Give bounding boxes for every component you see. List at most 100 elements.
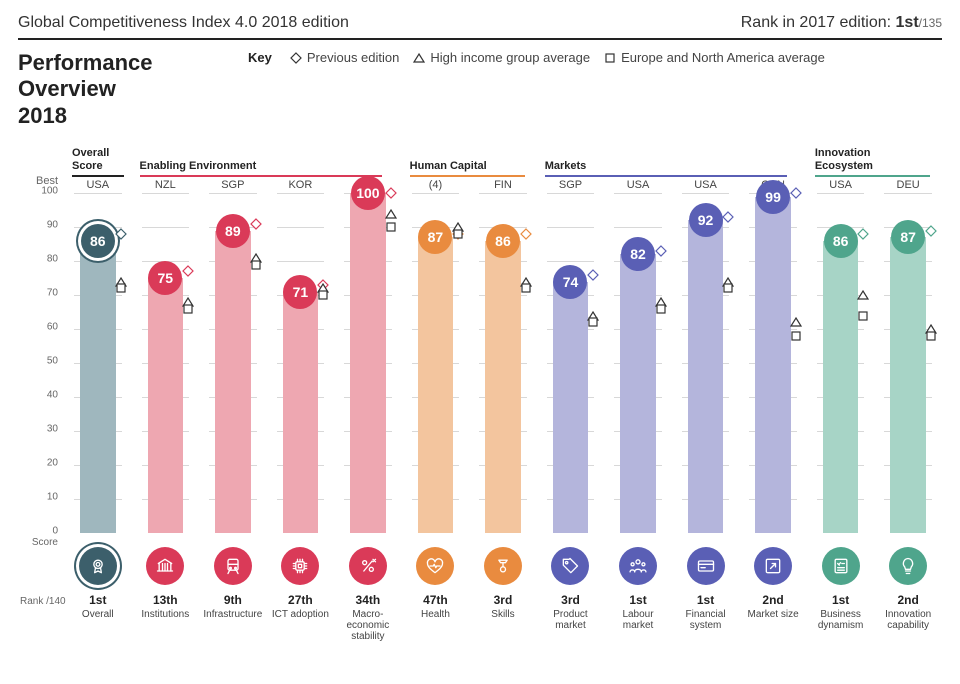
people-icon xyxy=(619,547,657,585)
rank-value: 9th xyxy=(201,593,265,607)
card-icon xyxy=(687,547,725,585)
icon-row xyxy=(809,547,873,585)
bar-track: 86 xyxy=(817,193,865,533)
axis-tick: 30 xyxy=(47,424,58,435)
icon-row xyxy=(66,547,130,585)
chart-column: USA821stLabour market xyxy=(604,143,672,642)
y-axis: Best 1009080706050403020100 Score xyxy=(18,143,64,642)
bar-track: 87 xyxy=(412,193,460,533)
rank-axis-label: Rank /140 xyxy=(20,596,66,607)
axis-tick: 70 xyxy=(47,288,58,299)
chart-column: SGP899thInfrastructure xyxy=(199,143,267,642)
bar-track: 75 xyxy=(142,193,190,533)
columns: Overall ScoreUSA86Rank /1401stOverallEna… xyxy=(64,143,942,642)
triangle-icon xyxy=(413,52,425,64)
award-icon xyxy=(79,547,117,585)
bar-fill xyxy=(485,241,521,533)
bar-track: 100 xyxy=(344,193,392,533)
chart-column: Overall ScoreUSA86Rank /1401stOverall xyxy=(64,143,132,642)
top-label: USA xyxy=(809,179,873,193)
score-cap: 82 xyxy=(621,237,655,271)
chart-body: Best 1009080706050403020100 Score Overal… xyxy=(18,143,942,642)
category-label: Macro-economic stability xyxy=(336,609,400,642)
bar-fill xyxy=(283,292,319,533)
category-label: Market size xyxy=(741,609,805,631)
expand-icon xyxy=(754,547,792,585)
axis-tick: 60 xyxy=(47,322,58,333)
icon-row xyxy=(674,547,738,585)
axis-tick: 0 xyxy=(52,526,58,537)
bar-fill xyxy=(553,282,589,534)
bar-fill xyxy=(823,241,859,533)
top-label: FIN xyxy=(471,179,535,193)
heart-icon xyxy=(416,547,454,585)
section-title: Performance Overview 2018 xyxy=(18,50,248,129)
icon-row xyxy=(404,547,468,585)
category-label: Labour market xyxy=(606,609,670,631)
rank-value: 2nd xyxy=(876,593,940,607)
top-label: SGP xyxy=(201,179,265,193)
score-cap: 86 xyxy=(824,224,858,258)
axis-tick: 10 xyxy=(47,492,58,503)
diamond-marker xyxy=(182,265,194,277)
legend-high-income: High income group average xyxy=(413,50,590,65)
diamond-marker xyxy=(925,225,937,237)
square-marker xyxy=(655,303,667,315)
bar-fill xyxy=(620,254,656,533)
bar-fill xyxy=(755,197,791,534)
score-cap: 86 xyxy=(81,224,115,258)
chart-column: (31)10034thMacro-economic stability xyxy=(334,143,402,642)
axis-tick: 90 xyxy=(47,220,58,231)
chart-column: MarketsSGP743rdProduct market xyxy=(537,143,605,642)
square-marker xyxy=(115,282,127,294)
diamond-marker xyxy=(790,187,802,199)
category-label: ICT adoption xyxy=(269,609,333,631)
diamond-marker xyxy=(385,187,397,199)
skills-icon xyxy=(484,547,522,585)
legend-europe-na-text: Europe and North America average xyxy=(621,50,825,65)
bar-fill xyxy=(688,220,724,533)
triangle-marker xyxy=(857,289,869,301)
square-marker xyxy=(925,330,937,342)
bar-track: 86 xyxy=(74,193,122,533)
diamond-marker xyxy=(520,228,532,240)
category-label: Innovation capability xyxy=(876,609,940,631)
category-label: Overall xyxy=(66,609,130,631)
train-icon xyxy=(214,547,252,585)
chart-column: Enabling EnvironmentNZL7513thInstitution… xyxy=(132,143,200,642)
legend-europe-na: Europe and North America average xyxy=(604,50,825,65)
legend-previous: Previous edition xyxy=(290,50,400,65)
group-header: Enabling Environment xyxy=(140,143,382,177)
bar-track: 99 xyxy=(749,193,797,533)
group-header: Innovation Ecosystem xyxy=(815,143,930,177)
chart-column: USA921stFinancial system xyxy=(672,143,740,642)
triangle-marker xyxy=(790,316,802,328)
section-title-l2: 2018 xyxy=(18,103,67,128)
axis-tick: 50 xyxy=(47,356,58,367)
checklist-icon xyxy=(822,547,860,585)
square-marker xyxy=(520,282,532,294)
bar-track: 71 xyxy=(277,193,325,533)
icon-row xyxy=(876,547,940,585)
score-cap: 86 xyxy=(486,224,520,258)
subheader: Performance Overview 2018 Key Previous e… xyxy=(18,40,942,135)
rank-value: 3rd xyxy=(471,593,535,607)
category-label: Health xyxy=(404,609,468,631)
percent-icon xyxy=(349,547,387,585)
top-header: Global Competitiveness Index 4.0 2018 ed… xyxy=(18,14,942,40)
icon-row xyxy=(269,547,333,585)
square-marker xyxy=(317,289,329,301)
bar-fill xyxy=(890,237,926,533)
axis-tick: 40 xyxy=(47,390,58,401)
legend-previous-text: Previous edition xyxy=(307,50,400,65)
bar-fill xyxy=(148,278,184,533)
score-cap: 87 xyxy=(418,220,452,254)
square-marker xyxy=(857,310,869,322)
bar-track: 74 xyxy=(547,193,595,533)
axis-tick: 80 xyxy=(47,254,58,265)
icon-row xyxy=(201,547,265,585)
diamond-marker xyxy=(722,211,734,223)
icon-row xyxy=(539,547,603,585)
prev-rank-label: Rank in 2017 edition: xyxy=(741,14,891,31)
top-label: USA xyxy=(606,179,670,193)
